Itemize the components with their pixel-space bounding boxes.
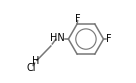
- Text: F: F: [106, 34, 112, 44]
- Text: HN: HN: [50, 33, 65, 43]
- Text: F: F: [75, 14, 81, 24]
- Text: H: H: [33, 56, 40, 66]
- Text: Cl: Cl: [26, 63, 36, 73]
